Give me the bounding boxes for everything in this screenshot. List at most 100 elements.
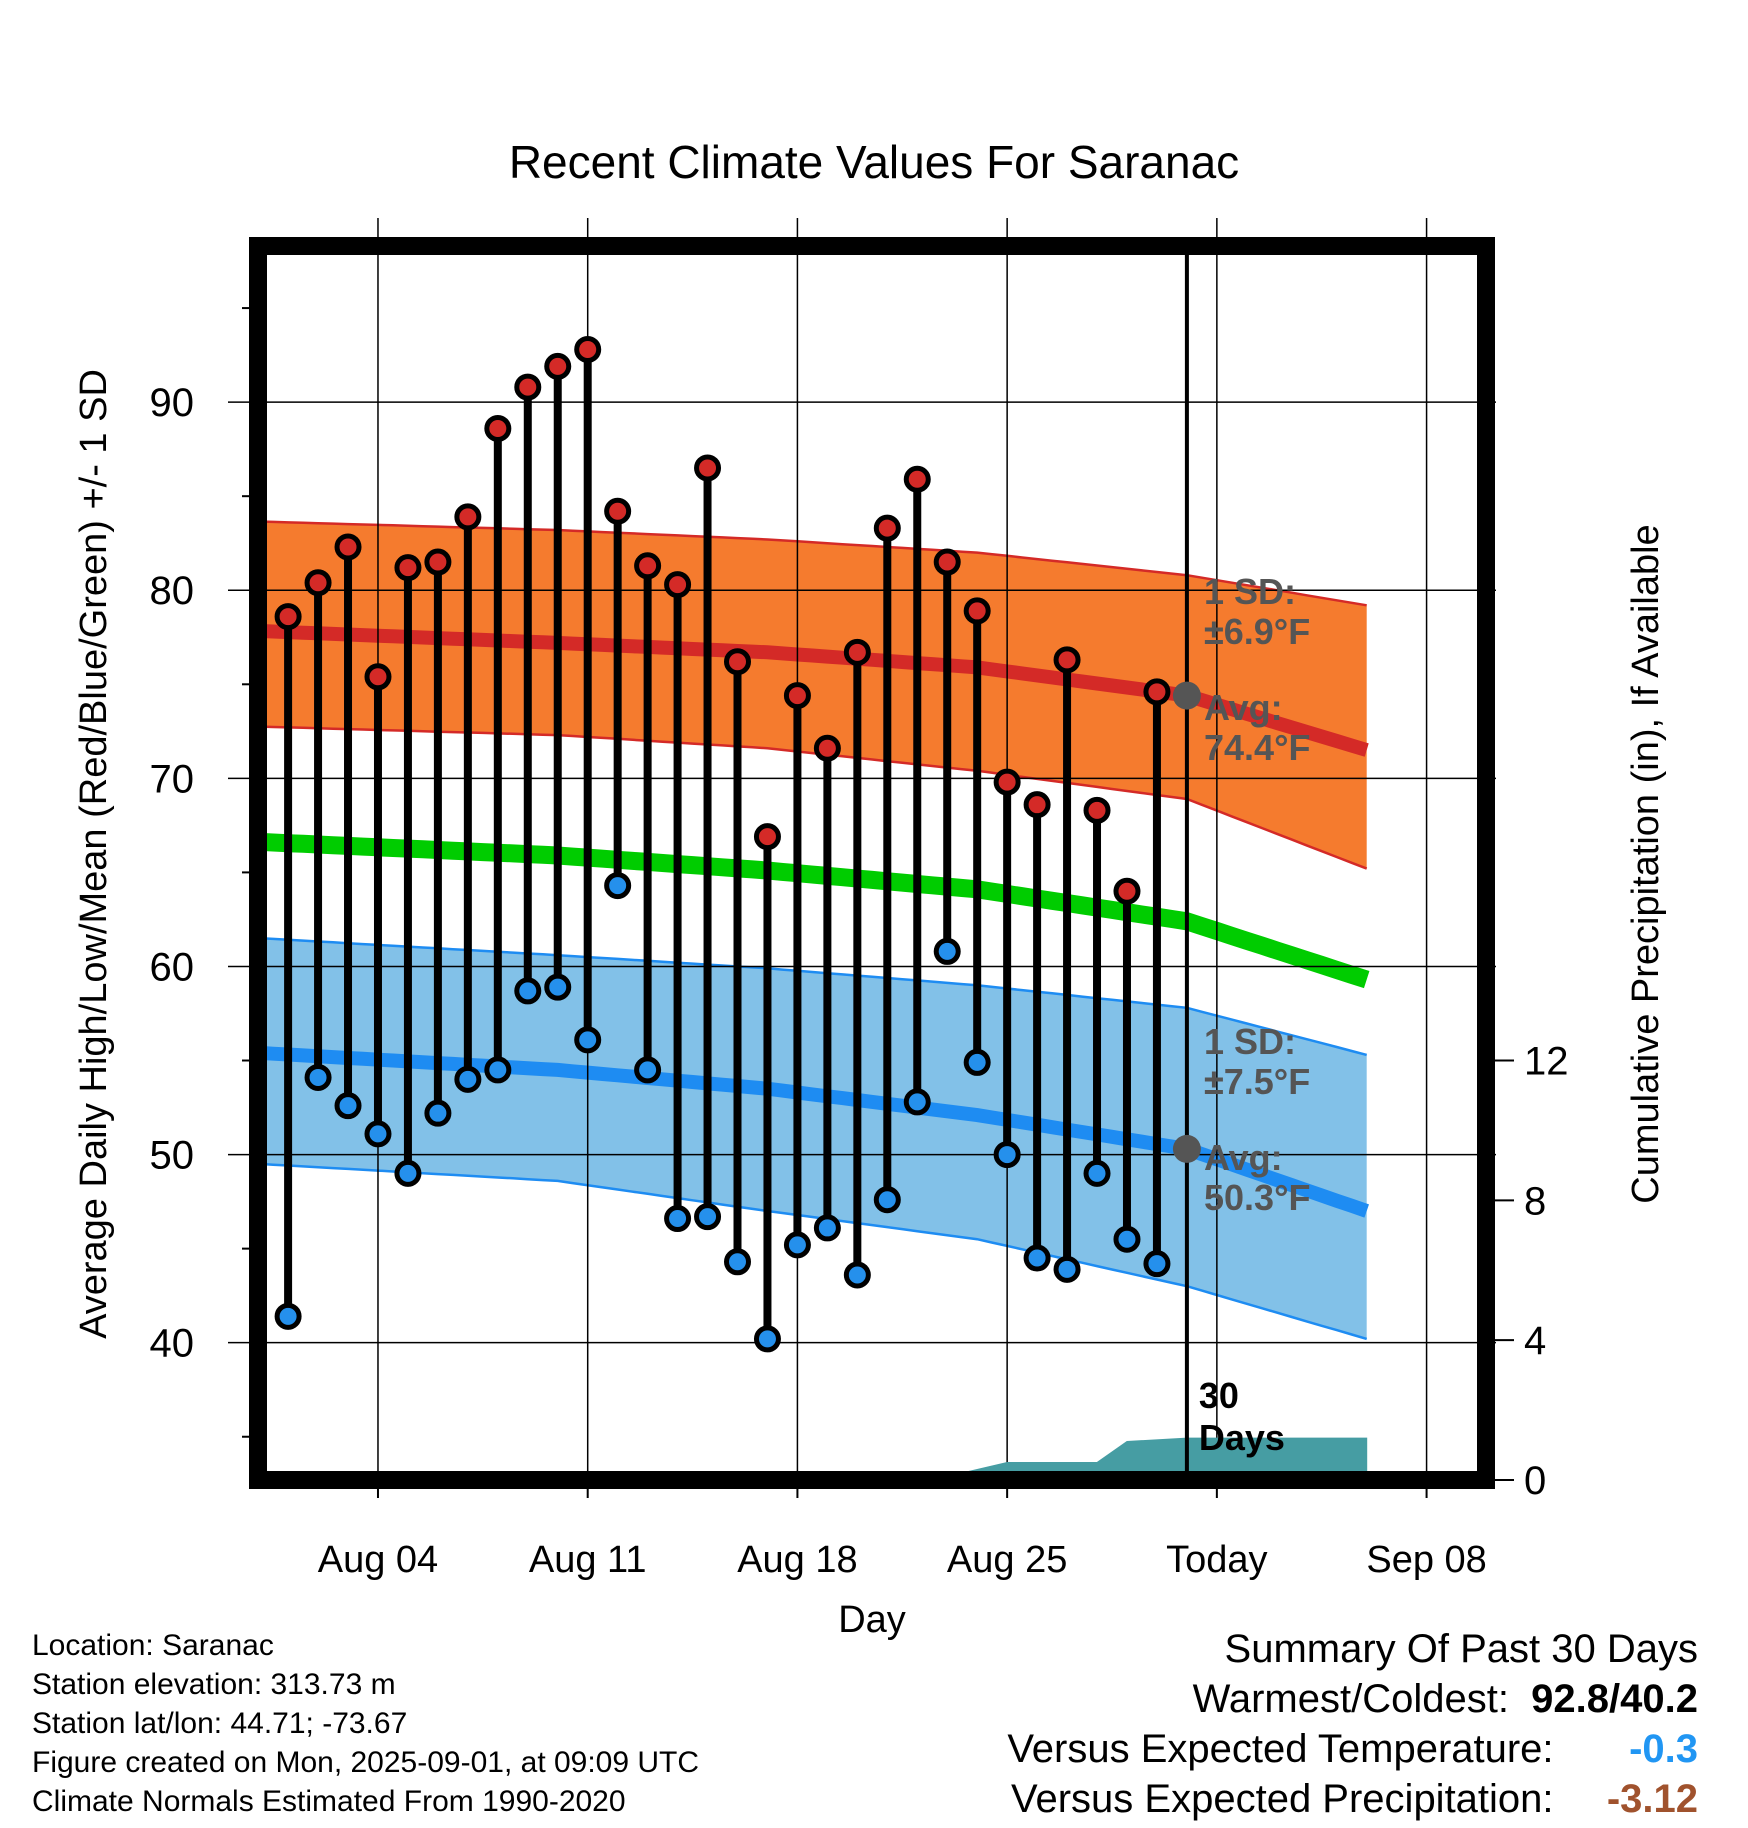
low-marker [753,1325,781,1353]
low-marker [514,977,542,1005]
today-high-normal-dot [1172,681,1201,710]
low-marker [813,1214,841,1242]
high-marker [334,533,362,561]
y-tick-label: 90 [150,381,195,425]
high-sd-annotation: 1 SD: [1204,571,1296,612]
precip-anomaly-value: -3.12 [1606,1777,1698,1821]
high-marker [783,682,811,710]
high-marker [843,638,871,666]
low-marker [694,1203,722,1231]
high-marker [903,465,931,493]
low-marker [274,1302,302,1330]
warmest-coldest-label: Warmest/Coldest: [1192,1677,1509,1721]
high-sd-annotation: ±6.9°F [1204,611,1310,652]
low-marker [903,1088,931,1116]
today-days-label: 30 [1199,1375,1239,1416]
location-text: Location: Saranac [32,1629,274,1662]
temp-anomaly-label: Versus Expected Temperature: [1007,1727,1554,1771]
summary-panel: Summary Of Past 30 Days Warmest/Coldest:… [1007,1624,1698,1824]
high-marker [694,454,722,482]
low-avg-annotation: 50.3°F [1204,1177,1310,1218]
high-marker [394,554,422,582]
temp-anomaly-row: Versus Expected Temperature: -0.3 [1007,1724,1698,1774]
x-tick-label: Aug 18 [737,1539,857,1581]
high-marker [544,352,572,380]
plot-frame [249,237,1495,1489]
y2-tick-label: 0 [1524,1459,1546,1503]
high-marker [873,514,901,542]
low-marker [1143,1250,1171,1278]
high-avg-annotation: Avg: [1204,687,1283,728]
low-marker [873,1186,901,1214]
low-sd-band [258,938,1367,1339]
axes: 40 50 60 70 80 90 0 4 8 12 Aug 04 Aug 11 Aug 18 Aug 2… [150,307,1569,1581]
high-marker [634,552,662,580]
high-marker [664,571,692,599]
x-axis-label: Day [838,1599,906,1641]
today-days-label: Days [1199,1417,1285,1458]
high-marker [963,597,991,625]
low-marker [634,1056,662,1084]
high-marker [933,548,961,576]
warmest-coldest-row: Warmest/Coldest: 92.8/40.2 [1007,1674,1698,1724]
created-text: Figure created on Mon, 2025-09-01, at 09… [32,1746,700,1779]
summary-title: Summary Of Past 30 Days [1224,1627,1698,1671]
high-marker [1083,796,1111,824]
high-marker [574,335,602,363]
y-tick-label: 80 [150,569,195,613]
precip-anomaly-label: Versus Expected Precipitation: [1011,1777,1554,1821]
daily-markers [274,335,1171,1353]
low-marker [394,1159,422,1187]
high-marker [1053,646,1081,674]
high-sd-band [258,521,1367,869]
chart-title: Recent Climate Values For Saranac [509,136,1239,188]
low-marker [993,1141,1021,1169]
low-sd-annotation: ±7.5°F [1204,1061,1310,1102]
high-marker [514,373,542,401]
normals-text: Climate Normals Estimated From 1990-2020 [32,1785,626,1818]
x-tick-label: Aug 11 [529,1539,647,1581]
latlon-text: Station lat/lon: 44.71; -73.67 [32,1707,408,1740]
low-marker [1053,1255,1081,1283]
low-marker [334,1092,362,1120]
x-tick-label: Today [1166,1539,1267,1581]
today-low-normal-dot [1172,1134,1201,1163]
daily-range-stems [284,349,1161,1339]
y-tick-label: 40 [150,1322,195,1366]
temp-anomaly-value: -0.3 [1629,1727,1698,1771]
warmest-coldest-value: 92.8/40.2 [1531,1677,1698,1721]
low-marker [933,937,961,965]
y2-tick-label: 8 [1524,1179,1546,1223]
x-tick-label: Sep 08 [1366,1539,1486,1581]
low-marker [604,872,632,900]
low-marker [364,1120,392,1148]
precip-anomaly-row: Versus Expected Precipitation: -3.12 [1007,1774,1698,1824]
low-marker [783,1231,811,1259]
high-marker [454,503,482,531]
low-marker [1113,1225,1141,1253]
low-marker [454,1065,482,1093]
y-tick-label: 70 [150,757,195,801]
y-axis-label: Average Daily High/Low/Mean (Red/Blue/Gr… [73,369,115,1339]
y2-axis-label: Cumulative Precipitation (in), If Availa… [1625,524,1667,1203]
high-marker [304,569,332,597]
low-marker [484,1056,512,1084]
station-info: Location: Saranac Station elevation: 313… [32,1626,699,1821]
high-marker [753,823,781,851]
low-marker [304,1063,332,1091]
low-marker [574,1026,602,1054]
high-marker [813,734,841,762]
x-tick-label: Aug 25 [947,1539,1067,1581]
low-marker [664,1205,692,1233]
high-avg-annotation: 74.4°F [1204,727,1310,768]
y2-tick-label: 12 [1524,1040,1569,1084]
high-marker [1023,791,1051,819]
high-marker [274,603,302,631]
high-marker [484,414,512,442]
high-marker [604,497,632,525]
low-marker [1023,1244,1051,1272]
low-marker [544,973,572,1001]
